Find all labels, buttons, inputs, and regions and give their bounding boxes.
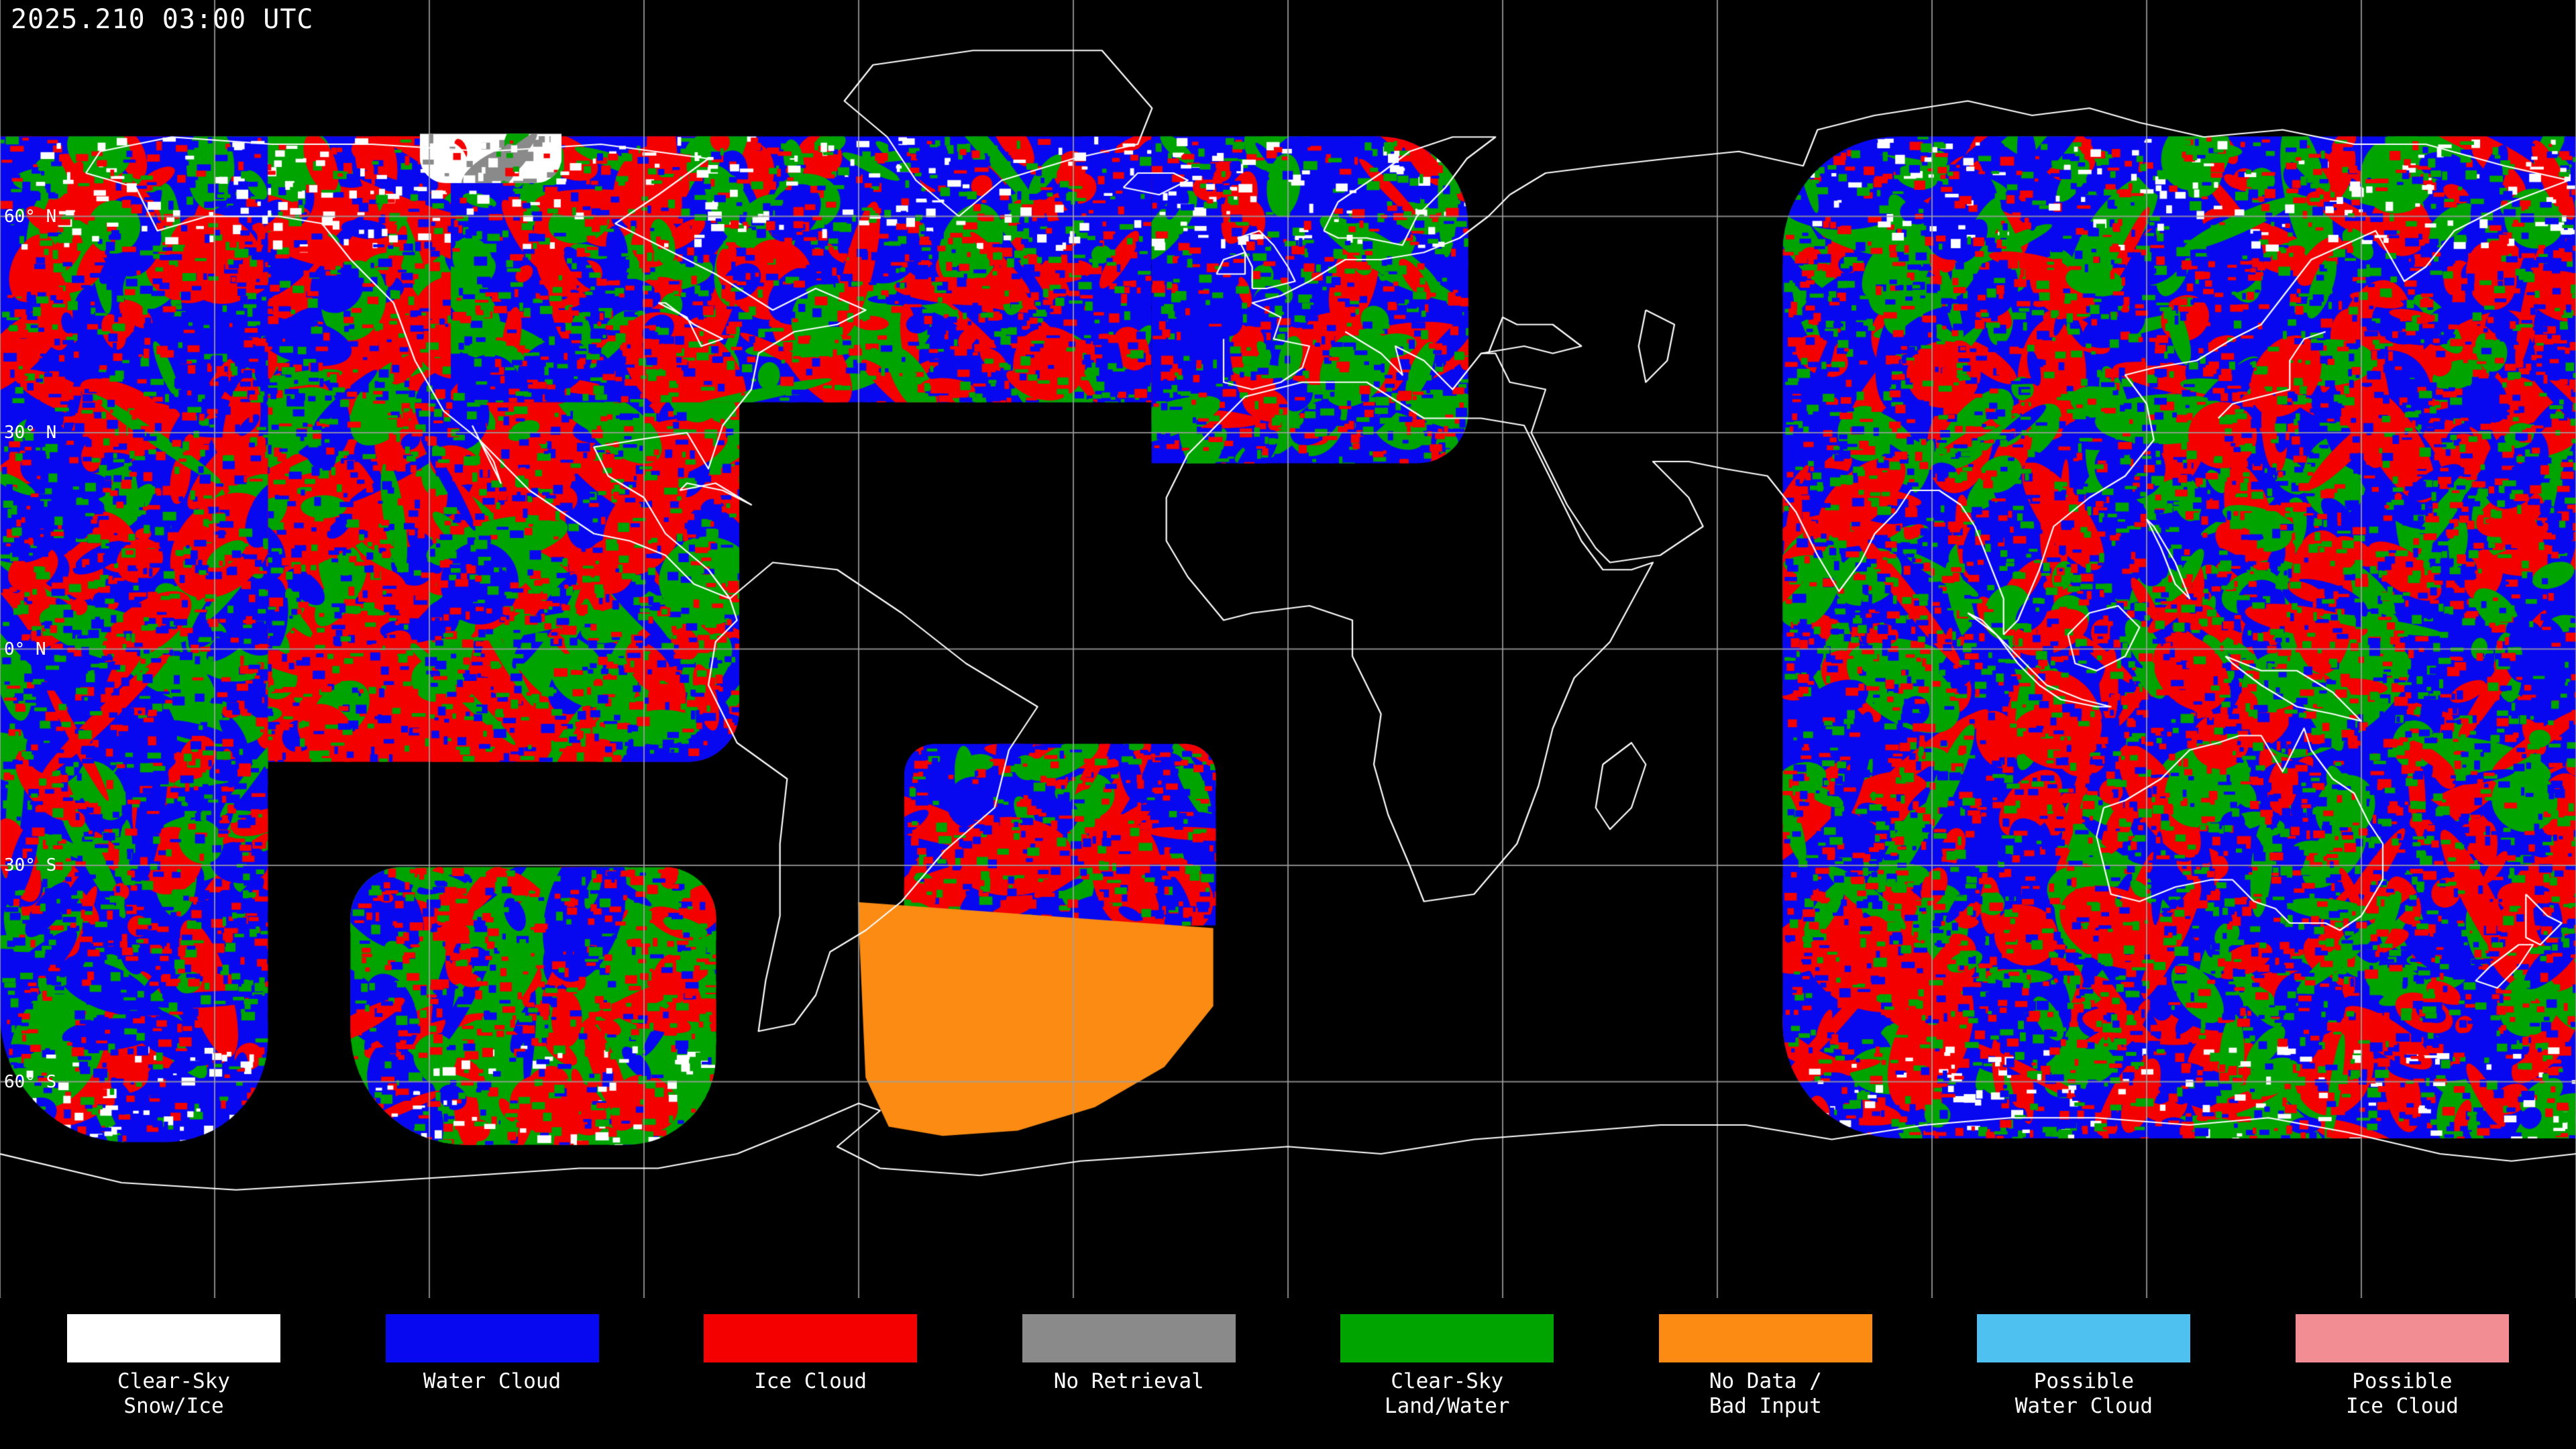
lat-label-30s: 30° S	[4, 855, 57, 875]
legend-label-line: Water Cloud	[2015, 1394, 2153, 1418]
legend-item-clear-sky-snow-ice: Clear-Sky Snow/Ice	[67, 1314, 280, 1449]
legend-label: No Retrieval	[1054, 1369, 1204, 1394]
timestamp: 2025.210 03:00 UTC	[11, 4, 314, 35]
legend-label-line: Snow/Ice	[123, 1394, 224, 1418]
legend-swatch-possible-ice-cloud	[2295, 1314, 2509, 1362]
legend-item-possible-ice-cloud: Possible Ice Cloud	[2295, 1314, 2509, 1449]
legend-swatch-clear-sky-snow-ice	[67, 1314, 280, 1362]
legend-label-line: Land/Water	[1384, 1394, 1510, 1418]
legend-swatch-no-data-bad-input	[1658, 1314, 1872, 1362]
legend-swatch-clear-sky-land-water	[1340, 1314, 1554, 1362]
legend-item-no-data-bad-input: No Data / Bad Input	[1658, 1314, 1872, 1449]
legend-label-line: Clear-Sky	[117, 1369, 230, 1393]
legend-item-no-retrieval: No Retrieval	[1022, 1314, 1236, 1449]
cloud-mask-map-canvas	[0, 0, 2576, 1298]
legend-item-possible-water-cloud: Possible Water Cloud	[1977, 1314, 2191, 1449]
legend-item-ice-cloud: Ice Cloud	[704, 1314, 918, 1449]
legend-label-line: Water Cloud	[423, 1369, 561, 1393]
legend-label: Water Cloud	[423, 1369, 561, 1394]
legend-item-water-cloud: Water Cloud	[385, 1314, 599, 1449]
lat-label-30n: 30° N	[4, 423, 57, 443]
lat-label-60n: 60° N	[4, 207, 57, 227]
legend-label: Ice Cloud	[754, 1369, 867, 1394]
legend-label: Clear-Sky Snow/Ice	[117, 1369, 230, 1419]
lat-label-60s: 60° S	[4, 1072, 57, 1092]
legend-swatch-ice-cloud	[704, 1314, 918, 1362]
lat-label-0n: 0° N	[4, 639, 46, 659]
legend-label-line: Possible	[2033, 1369, 2135, 1393]
legend-label-line: Ice Cloud	[2345, 1394, 2459, 1418]
legend-label: Possible Water Cloud	[2015, 1369, 2153, 1419]
legend-label: Possible Ice Cloud	[2346, 1369, 2459, 1419]
legend-label-line: Ice Cloud	[754, 1369, 867, 1393]
legend-swatch-possible-water-cloud	[1977, 1314, 2191, 1362]
legend-label-line: Possible	[2352, 1369, 2453, 1393]
legend: Clear-Sky Snow/Ice Water Cloud Ice Cloud…	[0, 1298, 2576, 1449]
legend-swatch-no-retrieval	[1022, 1314, 1236, 1362]
legend-item-clear-sky-land-water: Clear-Sky Land/Water	[1340, 1314, 1554, 1449]
legend-label: No Data / Bad Input	[1709, 1369, 1822, 1419]
legend-label-line: No Retrieval	[1053, 1369, 1204, 1393]
legend-label-line: No Data /	[1709, 1369, 1822, 1393]
legend-label: Clear-Sky Land/Water	[1385, 1369, 1510, 1419]
legend-label-line: Clear-Sky	[1391, 1369, 1504, 1393]
legend-label-line: Bad Input	[1709, 1394, 1822, 1418]
legend-swatch-water-cloud	[385, 1314, 599, 1362]
